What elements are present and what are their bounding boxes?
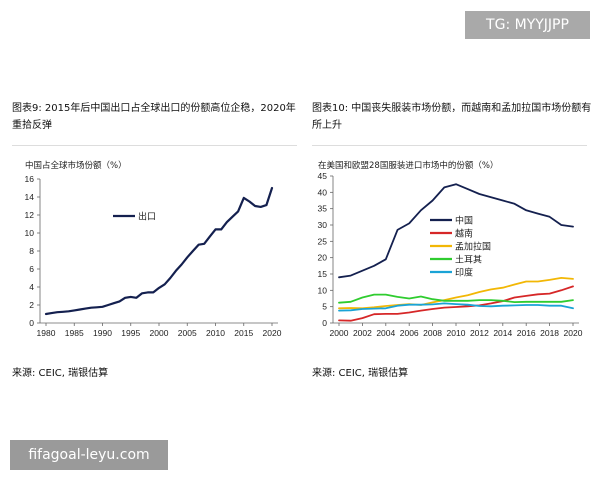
- legend-label: 中国: [455, 215, 473, 227]
- y-tick-label: 5: [322, 302, 327, 312]
- left-source: 来源: CEIC, 瑞银估算: [12, 368, 109, 379]
- x-tick-label: 2002: [353, 328, 372, 338]
- left-ylabel: 中国占全球市场份额（%）: [25, 160, 127, 171]
- y-tick-label: 8: [29, 246, 34, 256]
- y-tick-label: 0: [29, 318, 34, 328]
- legend-label: 印度: [455, 267, 473, 279]
- legend-label: 孟加拉国: [455, 241, 491, 253]
- y-tick-label: 25: [318, 236, 328, 246]
- x-tick-label: 2004: [376, 328, 395, 338]
- right-chart: 0 5 10 15 20 25 30 35 40 45 2000 2002 2004 2006 2008 20…: [318, 171, 583, 338]
- y-tick-label: 6: [29, 264, 34, 274]
- left-chart-title: 图表9: 2015年后中国出口占全球出口的份额高位企稳，2020年重拾反弹: [12, 103, 296, 131]
- y-tick-label: 10: [25, 228, 35, 238]
- left-divider: [12, 145, 297, 146]
- y-tick-label: 16: [25, 174, 35, 184]
- x-tick-label: 2006: [400, 328, 419, 338]
- y-tick-label: 0: [322, 318, 327, 328]
- right-ylabel: 在美国和欧盟28国服装进口市场中的份额（%）: [318, 160, 498, 171]
- x-tick-label: 1995: [121, 328, 140, 338]
- series-line-0: [44, 186, 274, 316]
- legend-label: 土耳其: [455, 254, 482, 266]
- x-tick-label: 2016: [517, 328, 536, 338]
- x-tick-label: 2005: [178, 328, 197, 338]
- x-tick-label: 2020: [564, 328, 583, 338]
- left-chart: 0 2 4 6 8 10 12 14 16 1980 1985 1990 1995 2000 2005 201…: [25, 174, 282, 338]
- y-tick-label: 20: [318, 253, 328, 263]
- x-tick-label: 2020: [263, 328, 282, 338]
- x-tick-label: 2018: [540, 328, 559, 338]
- y-tick-label: 2: [29, 300, 34, 310]
- watermark-top: TG: MYYJJPP: [465, 11, 590, 39]
- watermark-bottom: fifagoal-leyu.com: [10, 440, 168, 470]
- x-tick-label: 2014: [493, 328, 512, 338]
- y-tick-label: 35: [318, 204, 328, 214]
- y-tick-label: 4: [29, 282, 34, 292]
- x-tick-label: 2012: [470, 328, 489, 338]
- series-line-4: [338, 302, 574, 312]
- y-tick-label: 14: [25, 192, 35, 202]
- series-line-2: [338, 276, 574, 310]
- y-tick-label: 15: [318, 269, 328, 279]
- series-line-3: [338, 293, 574, 304]
- y-tick-label: 12: [25, 210, 35, 220]
- right-divider: [312, 145, 587, 146]
- y-tick-label: 45: [318, 171, 328, 181]
- x-tick-label: 2008: [423, 328, 442, 338]
- legend-label: 越南: [455, 228, 473, 240]
- series-line-0: [338, 183, 574, 279]
- x-tick-label: 2010: [206, 328, 225, 338]
- right-chart-title: 图表10: 中国丧失服装市场份额，而越南和孟加拉国市场份额有所上升: [312, 103, 592, 131]
- y-tick-label: 40: [318, 187, 328, 197]
- x-tick-label: 1990: [93, 328, 112, 338]
- series-line-1: [338, 285, 574, 322]
- x-tick-label: 1980: [37, 328, 56, 338]
- x-tick-label: 2010: [447, 328, 466, 338]
- x-tick-label: 2015: [234, 328, 253, 338]
- x-tick-label: 2000: [150, 328, 169, 338]
- y-tick-label: 10: [318, 285, 328, 295]
- x-tick-label: 2000: [330, 328, 349, 338]
- x-tick-label: 1985: [65, 328, 84, 338]
- y-tick-label: 30: [318, 220, 328, 230]
- legend-label: 出口: [138, 211, 156, 223]
- right-source: 来源: CEIC, 瑞银估算: [312, 368, 409, 379]
